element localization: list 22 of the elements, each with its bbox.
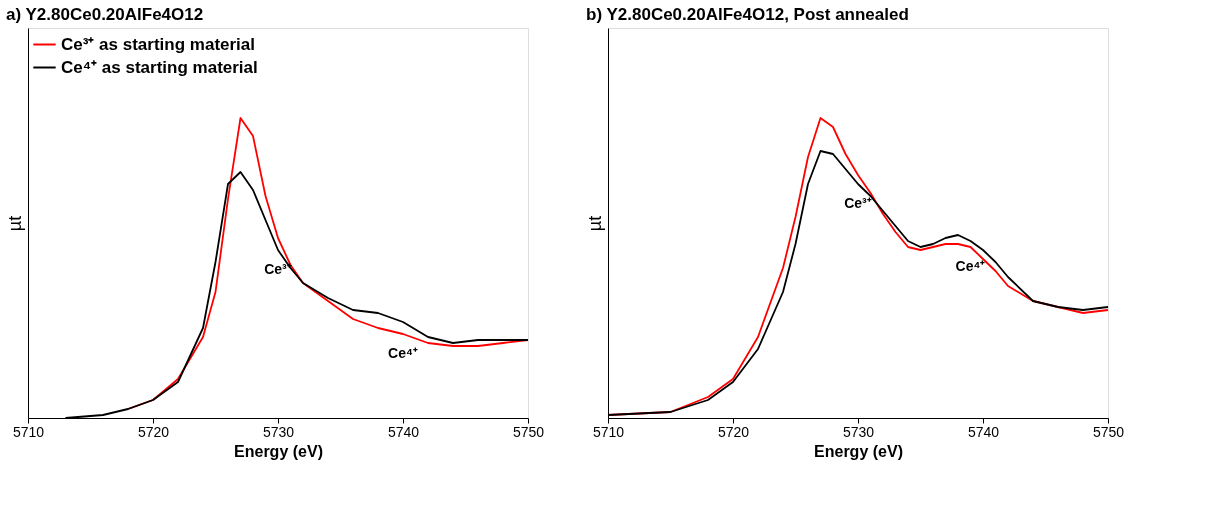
legend-label: Ce³⁺ as starting material (61, 34, 256, 54)
annotation: Ce⁴⁺ (388, 345, 418, 361)
annotation: Ce⁴⁺ (955, 258, 986, 274)
x-tick-label: 5720 (717, 423, 750, 440)
annotation: Ce³⁺ (264, 261, 292, 277)
legend-label: Ce⁴⁺ as starting material (61, 57, 258, 77)
x-tick-label: 5740 (967, 423, 1000, 440)
x-axis-title: Energy (eV) (234, 442, 323, 460)
x-tick-label: 5730 (842, 423, 875, 440)
x-axis-title: Energy (eV) (814, 442, 903, 460)
annotation: Ce³⁺ (844, 195, 872, 211)
chart-title: a) Y2.80Ce0.20AlFe4O12 (6, 5, 204, 24)
chart-title: b) Y2.80Ce0.20AlFe4O12, Post annealed (586, 5, 909, 24)
x-tick-label: 5750 (512, 423, 545, 440)
x-tick-label: 5720 (137, 423, 170, 440)
x-tick-label: 5730 (262, 423, 295, 440)
x-tick-label: 5710 (592, 423, 625, 440)
x-tick-label: 5740 (387, 423, 420, 440)
x-tick-label: 5710 (12, 423, 45, 440)
y-axis-title: µt (584, 215, 605, 232)
x-tick-label: 5750 (1092, 423, 1125, 440)
y-axis-title: µt (4, 215, 25, 232)
